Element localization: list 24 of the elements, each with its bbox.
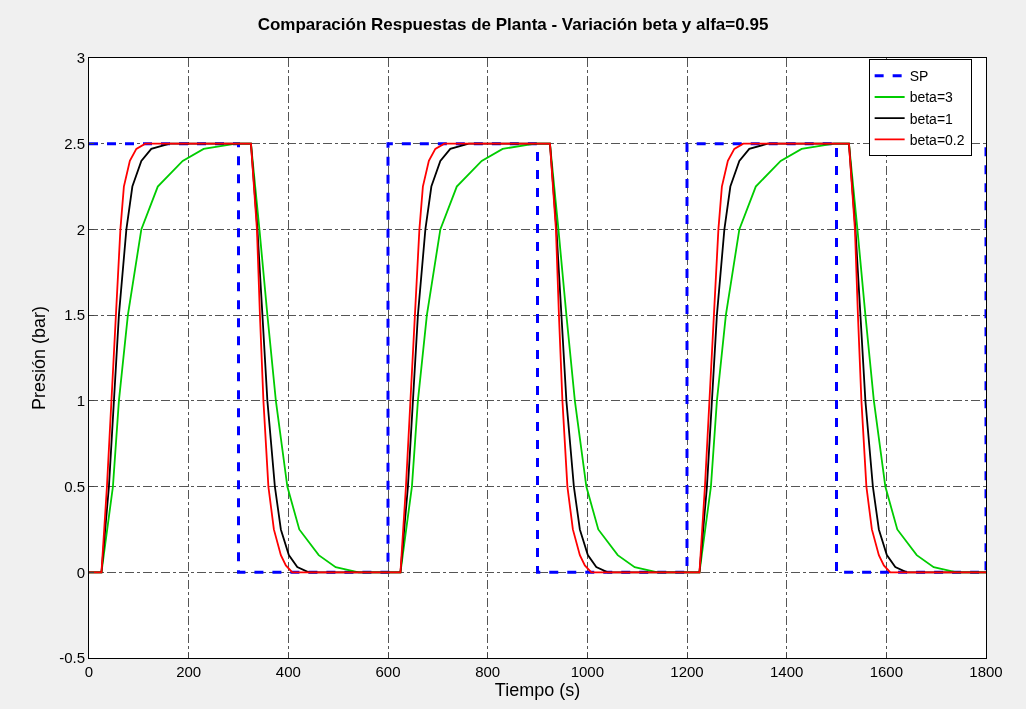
- x-tick-label: 1000: [570, 663, 605, 680]
- x-tick-label: 200: [176, 663, 202, 680]
- x-tick-label: 1200: [670, 663, 704, 680]
- y-tick-label: -0.5: [59, 649, 85, 667]
- legend-label: beta=1: [909, 110, 954, 127]
- legend-label: beta=0.2: [909, 131, 965, 148]
- legend-label: SP: [909, 68, 929, 85]
- x-tick-label: 400: [275, 663, 301, 680]
- x-tick-label: 1600: [869, 663, 904, 680]
- legend-label: beta=3: [909, 89, 954, 106]
- y-tick-label: 2: [76, 220, 85, 238]
- x-axis-title: Tiempo (s): [494, 680, 581, 701]
- x-tick-label: 1400: [769, 663, 804, 680]
- x-tick-label: 800: [475, 663, 501, 680]
- y-tick-label: 1.5: [64, 306, 85, 324]
- y-tick-label: 2.5: [64, 134, 85, 152]
- x-tick-label: 600: [375, 663, 401, 680]
- y-tick-label: 1: [76, 392, 85, 410]
- y-axis-title: Presión (bar): [29, 305, 50, 411]
- y-tick-label: 3: [76, 49, 85, 67]
- y-tick-label: 0: [76, 563, 85, 581]
- chart-title: Comparación Respuestas de Planta - Variación beta y alfa=0.95: [257, 14, 769, 34]
- y-tick-label: 0.5: [64, 477, 85, 495]
- x-tick-label: 1800: [969, 663, 1003, 680]
